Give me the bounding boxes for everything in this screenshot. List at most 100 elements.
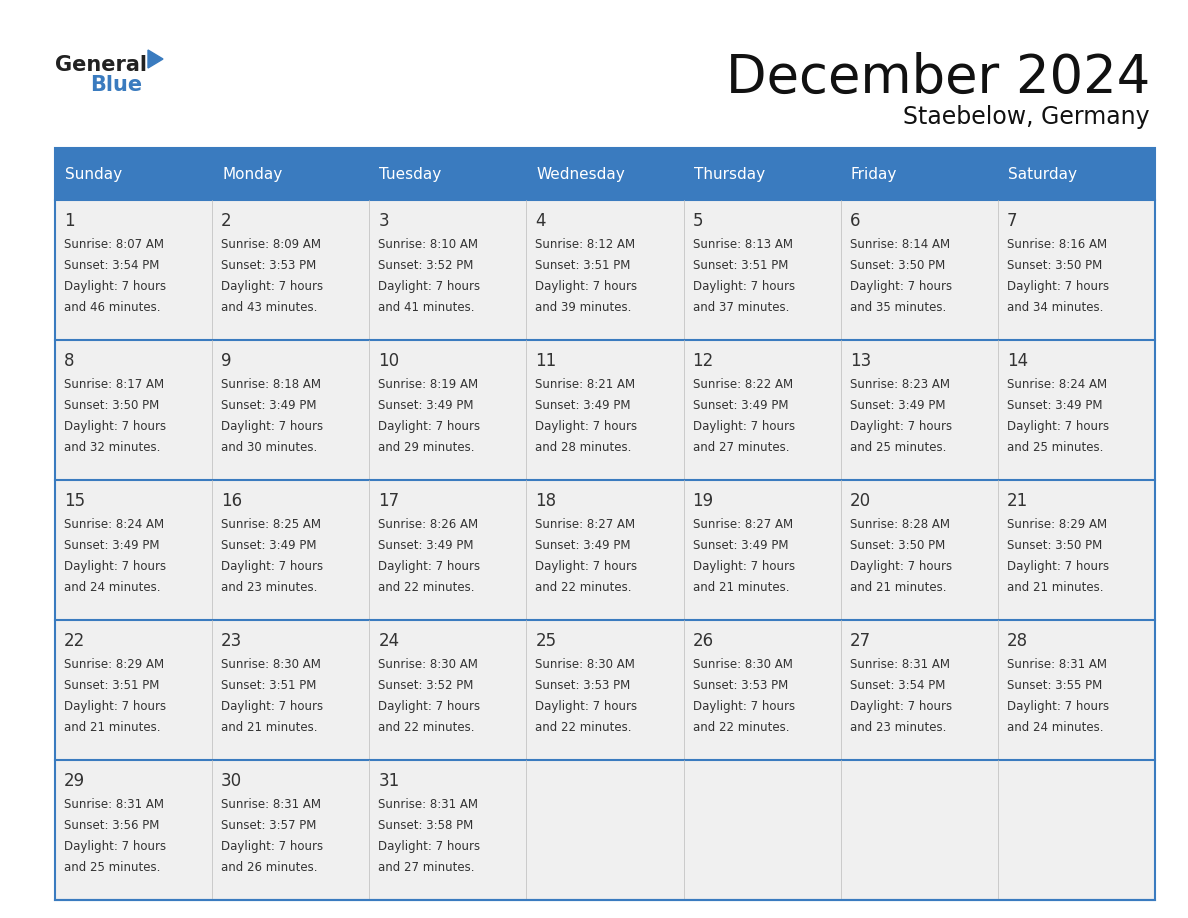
Text: and 27 minutes.: and 27 minutes.	[693, 441, 789, 454]
Text: Sunrise: 8:31 AM: Sunrise: 8:31 AM	[221, 798, 321, 811]
Text: Sunset: 3:53 PM: Sunset: 3:53 PM	[536, 679, 631, 692]
Text: 5: 5	[693, 212, 703, 230]
Text: Sunset: 3:56 PM: Sunset: 3:56 PM	[64, 819, 159, 832]
Text: 27: 27	[849, 632, 871, 650]
Text: Sunset: 3:49 PM: Sunset: 3:49 PM	[221, 539, 317, 552]
Text: Sunset: 3:49 PM: Sunset: 3:49 PM	[64, 539, 159, 552]
Text: Sunset: 3:55 PM: Sunset: 3:55 PM	[1007, 679, 1102, 692]
Text: 3: 3	[378, 212, 388, 230]
Text: 7: 7	[1007, 212, 1017, 230]
Text: 26: 26	[693, 632, 714, 650]
Text: and 35 minutes.: and 35 minutes.	[849, 301, 946, 314]
Text: Sunrise: 8:22 AM: Sunrise: 8:22 AM	[693, 378, 792, 391]
Text: Sunrise: 8:07 AM: Sunrise: 8:07 AM	[64, 238, 164, 251]
Text: 17: 17	[378, 492, 399, 510]
Text: and 25 minutes.: and 25 minutes.	[1007, 441, 1104, 454]
Bar	[55, 148, 1155, 900]
Text: Sunset: 3:49 PM: Sunset: 3:49 PM	[378, 539, 474, 552]
Bar	[369, 340, 526, 480]
Text: and 30 minutes.: and 30 minutes.	[221, 441, 317, 454]
Text: and 21 minutes.: and 21 minutes.	[221, 721, 317, 734]
Text: Sunset: 3:50 PM: Sunset: 3:50 PM	[1007, 539, 1102, 552]
Bar	[55, 620, 213, 760]
Text: 2: 2	[221, 212, 232, 230]
Text: Sunset: 3:54 PM: Sunset: 3:54 PM	[64, 259, 159, 272]
Text: and 27 minutes.: and 27 minutes.	[378, 861, 475, 874]
Text: Monday: Monday	[222, 166, 283, 182]
Text: Sunset: 3:49 PM: Sunset: 3:49 PM	[536, 399, 631, 412]
Text: Daylight: 7 hours: Daylight: 7 hours	[221, 840, 323, 853]
Text: Daylight: 7 hours: Daylight: 7 hours	[1007, 420, 1108, 433]
Text: 15: 15	[64, 492, 86, 510]
Text: and 24 minutes.: and 24 minutes.	[64, 581, 160, 594]
Text: Daylight: 7 hours: Daylight: 7 hours	[849, 560, 952, 573]
Text: Sunrise: 8:17 AM: Sunrise: 8:17 AM	[64, 378, 164, 391]
Bar	[213, 760, 369, 900]
Text: Sunrise: 8:30 AM: Sunrise: 8:30 AM	[693, 658, 792, 671]
Text: Daylight: 7 hours: Daylight: 7 hours	[849, 700, 952, 713]
Bar	[213, 200, 369, 340]
Text: and 26 minutes.: and 26 minutes.	[221, 861, 317, 874]
Text: Wednesday: Wednesday	[537, 166, 625, 182]
Text: 18: 18	[536, 492, 556, 510]
Text: Blue: Blue	[90, 75, 143, 95]
Text: 29: 29	[64, 772, 86, 790]
Text: 22: 22	[64, 632, 86, 650]
Text: Sunset: 3:50 PM: Sunset: 3:50 PM	[849, 539, 944, 552]
Text: Sunrise: 8:28 AM: Sunrise: 8:28 AM	[849, 518, 949, 531]
Text: Sunset: 3:58 PM: Sunset: 3:58 PM	[378, 819, 474, 832]
Text: and 21 minutes.: and 21 minutes.	[64, 721, 160, 734]
Text: Sunset: 3:53 PM: Sunset: 3:53 PM	[693, 679, 788, 692]
Text: Sunrise: 8:26 AM: Sunrise: 8:26 AM	[378, 518, 479, 531]
Text: and 21 minutes.: and 21 minutes.	[1007, 581, 1104, 594]
Bar	[213, 340, 369, 480]
Text: Daylight: 7 hours: Daylight: 7 hours	[536, 700, 638, 713]
Text: Daylight: 7 hours: Daylight: 7 hours	[849, 280, 952, 293]
Bar	[841, 760, 998, 900]
Text: and 22 minutes.: and 22 minutes.	[378, 581, 475, 594]
Text: Sunset: 3:53 PM: Sunset: 3:53 PM	[221, 259, 316, 272]
Polygon shape	[148, 50, 163, 68]
Text: Sunset: 3:51 PM: Sunset: 3:51 PM	[693, 259, 788, 272]
Text: 13: 13	[849, 352, 871, 370]
Text: Sunrise: 8:30 AM: Sunrise: 8:30 AM	[221, 658, 321, 671]
Text: Sunset: 3:49 PM: Sunset: 3:49 PM	[536, 539, 631, 552]
Text: Daylight: 7 hours: Daylight: 7 hours	[536, 560, 638, 573]
Text: and 43 minutes.: and 43 minutes.	[221, 301, 317, 314]
Text: and 28 minutes.: and 28 minutes.	[536, 441, 632, 454]
Bar	[998, 340, 1155, 480]
Text: Staebelow, Germany: Staebelow, Germany	[903, 105, 1150, 129]
Text: Sunset: 3:52 PM: Sunset: 3:52 PM	[378, 679, 474, 692]
Text: Daylight: 7 hours: Daylight: 7 hours	[693, 560, 795, 573]
Bar	[213, 480, 369, 620]
Text: Sunset: 3:51 PM: Sunset: 3:51 PM	[221, 679, 316, 692]
Text: 23: 23	[221, 632, 242, 650]
Text: and 24 minutes.: and 24 minutes.	[1007, 721, 1104, 734]
Text: 24: 24	[378, 632, 399, 650]
Bar	[369, 760, 526, 900]
Text: Tuesday: Tuesday	[379, 166, 442, 182]
Bar	[526, 200, 683, 340]
Text: Daylight: 7 hours: Daylight: 7 hours	[378, 840, 480, 853]
Text: 31: 31	[378, 772, 399, 790]
Text: Sunrise: 8:29 AM: Sunrise: 8:29 AM	[64, 658, 164, 671]
Text: Sunrise: 8:19 AM: Sunrise: 8:19 AM	[378, 378, 479, 391]
Text: Thursday: Thursday	[694, 166, 765, 182]
Text: Daylight: 7 hours: Daylight: 7 hours	[378, 700, 480, 713]
Text: Sunrise: 8:31 AM: Sunrise: 8:31 AM	[378, 798, 479, 811]
Text: Sunrise: 8:24 AM: Sunrise: 8:24 AM	[64, 518, 164, 531]
Text: and 41 minutes.: and 41 minutes.	[378, 301, 475, 314]
Text: Daylight: 7 hours: Daylight: 7 hours	[1007, 700, 1108, 713]
Text: Daylight: 7 hours: Daylight: 7 hours	[693, 280, 795, 293]
Text: and 23 minutes.: and 23 minutes.	[849, 721, 946, 734]
Bar	[55, 148, 1155, 200]
Text: 19: 19	[693, 492, 714, 510]
Text: Sunrise: 8:31 AM: Sunrise: 8:31 AM	[64, 798, 164, 811]
Text: 4: 4	[536, 212, 546, 230]
Text: Sunset: 3:50 PM: Sunset: 3:50 PM	[1007, 259, 1102, 272]
Text: and 34 minutes.: and 34 minutes.	[1007, 301, 1104, 314]
Text: and 21 minutes.: and 21 minutes.	[849, 581, 946, 594]
Text: Sunrise: 8:31 AM: Sunrise: 8:31 AM	[1007, 658, 1107, 671]
Text: Sunrise: 8:25 AM: Sunrise: 8:25 AM	[221, 518, 321, 531]
Text: 30: 30	[221, 772, 242, 790]
